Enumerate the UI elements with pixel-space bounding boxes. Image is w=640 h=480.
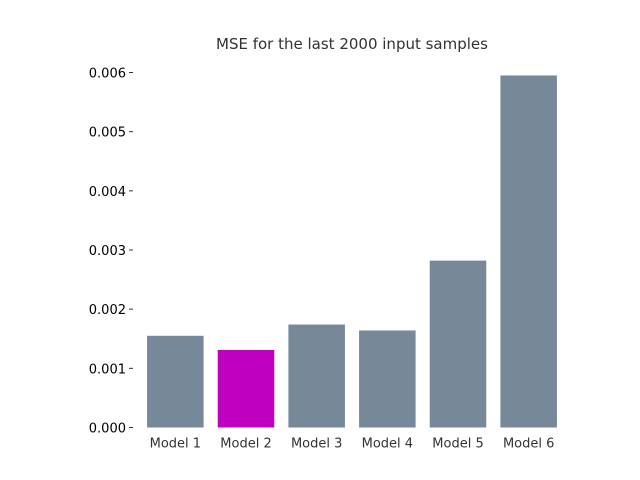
bars-group <box>147 75 557 428</box>
y-tick-label: 0.000 <box>89 422 126 437</box>
bar-model-5 <box>429 260 487 428</box>
x-axis: Model 1 Model 2 Model 3 Model 4 Model 5 Model… <box>150 437 555 452</box>
bar-model-2 <box>217 349 275 428</box>
x-tick-label: Model 6 <box>503 437 554 452</box>
x-tick-label: Model 3 <box>291 437 342 452</box>
x-tick-label: Model 2 <box>220 437 271 452</box>
x-tick-label: Model 5 <box>432 437 483 452</box>
y-tick-label: 0.006 <box>89 67 126 82</box>
bar-model-3 <box>288 324 345 428</box>
y-tick-label: 0.005 <box>89 126 126 141</box>
y-axis: 0.000 0.001 0.002 0.003 0.004 0.005 0.006 <box>89 67 133 437</box>
y-tick-label: 0.001 <box>89 362 126 377</box>
y-tick-label: 0.002 <box>89 303 126 318</box>
bar-model-4 <box>359 330 416 428</box>
x-tick-label: Model 4 <box>362 437 413 452</box>
bar-model-6 <box>500 75 557 428</box>
y-tick-label: 0.003 <box>89 244 126 259</box>
chart-title: MSE for the last 2000 input samples <box>216 35 488 53</box>
bar-model-1 <box>147 335 204 428</box>
x-tick-label: Model 1 <box>150 437 201 452</box>
y-tick-label: 0.004 <box>89 185 126 200</box>
